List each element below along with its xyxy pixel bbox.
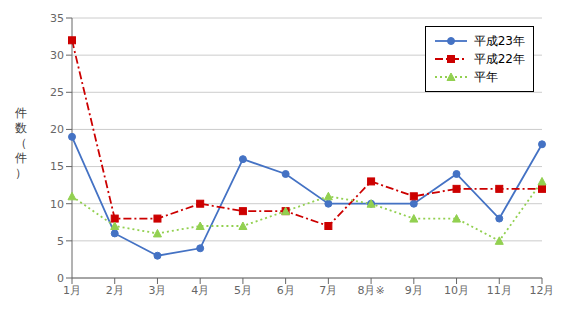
html-text:平年: 平年 <box>473 70 498 84</box>
svg-text:5: 5 <box>57 235 64 248</box>
html-text:件: 件 <box>15 150 27 165</box>
svg-text:15: 15 <box>50 160 64 173</box>
svg-text:9月: 9月 <box>405 284 423 297</box>
svg-text:11月: 11月 <box>487 284 512 297</box>
svg-text:30: 30 <box>50 49 64 62</box>
svg-text:2月: 2月 <box>106 284 124 297</box>
html-text:平成22年: 平成22年 <box>473 52 525 66</box>
svg-text:4月: 4月 <box>191 284 209 297</box>
svg-text:35: 35 <box>50 12 64 25</box>
html-text:平成23年: 平成23年 <box>473 34 525 48</box>
svg-text:20: 20 <box>50 123 64 136</box>
svg-text:8月※: 8月※ <box>357 284 384 297</box>
svg-text:6月: 6月 <box>277 284 295 297</box>
html-text:件: 件 <box>15 105 27 120</box>
html-text:数: 数 <box>15 120 27 135</box>
svg-text:1月: 1月 <box>63 284 81 297</box>
svg-text:10: 10 <box>50 198 64 211</box>
svg-text:5月: 5月 <box>234 284 252 297</box>
svg-text:10月: 10月 <box>444 284 469 297</box>
svg-text:7月: 7月 <box>319 284 337 297</box>
svg-text:25: 25 <box>50 86 64 99</box>
svg-text:3月: 3月 <box>148 284 166 297</box>
svg-text:0: 0 <box>57 272 64 285</box>
svg-text:12月: 12月 <box>530 284 555 297</box>
